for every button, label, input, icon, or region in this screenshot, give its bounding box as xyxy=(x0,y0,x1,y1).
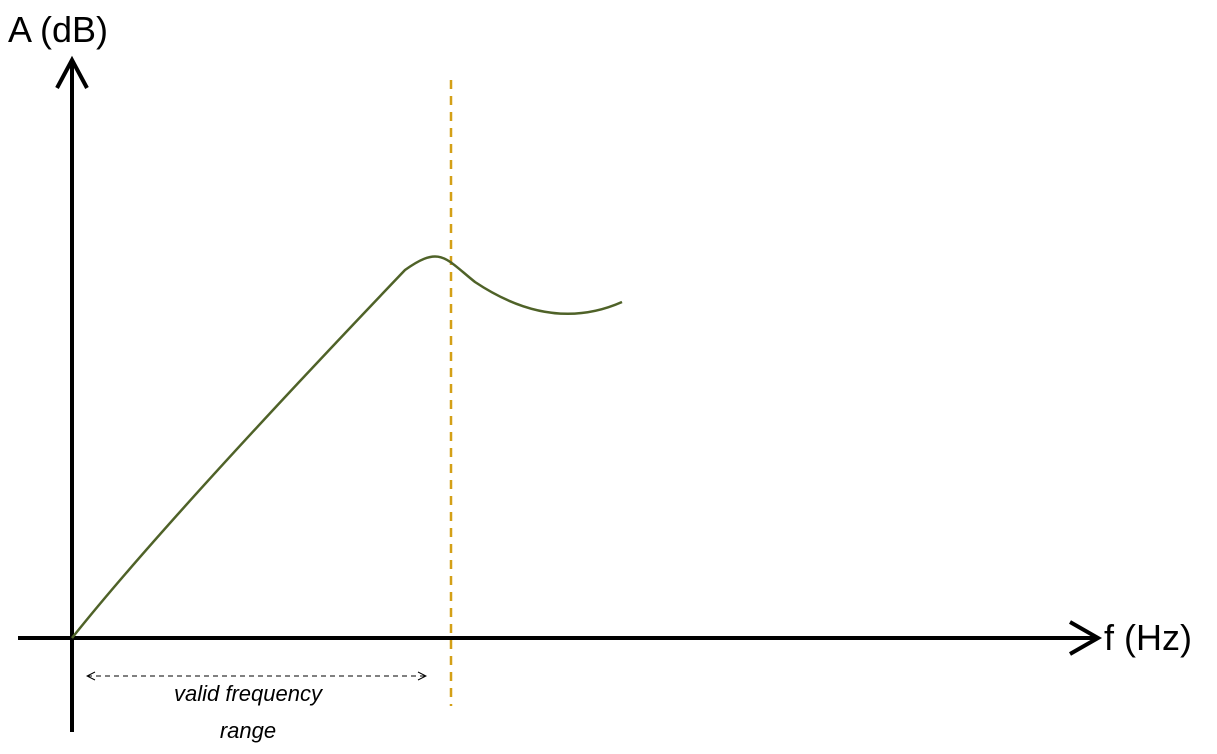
valid-range-label-line1: valid frequency xyxy=(174,681,324,706)
valid-range-label-line2: range xyxy=(220,718,276,743)
x-axis-label: f (Hz) xyxy=(1104,617,1192,658)
y-axis-label: A (dB) xyxy=(8,9,108,50)
y-axis-arrowhead xyxy=(55,55,89,89)
x-axis-arrowhead xyxy=(1069,620,1103,656)
response-curve xyxy=(71,255,623,639)
